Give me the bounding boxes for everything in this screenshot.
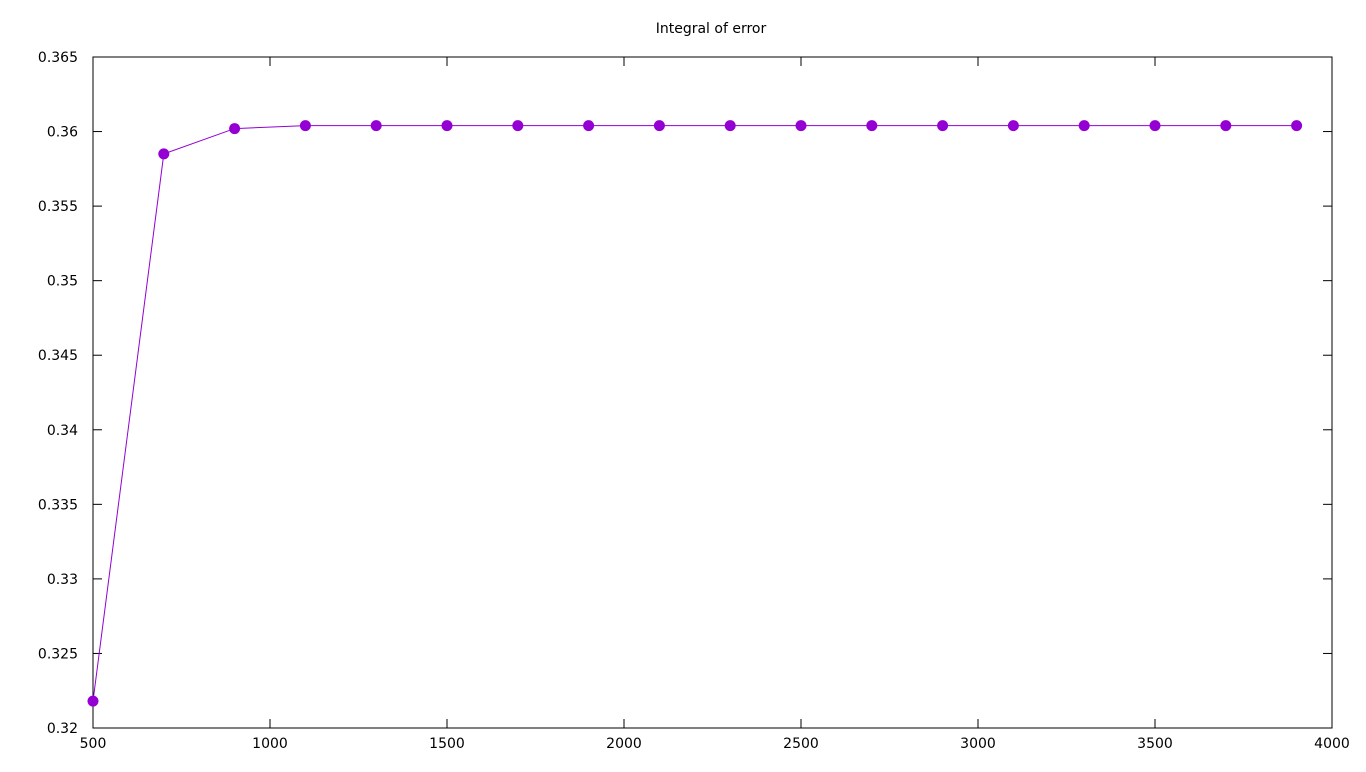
x-tick-label: 1500 [429,736,465,752]
x-tick-label: 3000 [960,736,996,752]
chart-title: Integral of error [656,21,767,37]
data-point [937,120,949,132]
data-point [866,120,878,132]
data-point [1078,120,1090,132]
data-point [87,695,99,707]
y-tick-label: 0.355 [38,199,78,215]
x-tick-label: 2000 [606,736,642,752]
data-point [1007,120,1019,132]
data-point [370,120,382,132]
data-point [1149,120,1161,132]
data-point [441,120,453,132]
x-tick-label: 1000 [252,736,288,752]
x-tick-label: 3500 [1137,736,1173,752]
y-tick-label: 0.325 [38,646,78,662]
data-point [795,120,807,132]
y-tick-label: 0.34 [47,423,78,439]
data-point [653,120,665,132]
x-tick-label: 2500 [783,736,819,752]
data-point [512,120,524,132]
axes-layer: 500 1000 1500 2000 2500 3000 3500 4000 0.32 0.325… [38,50,1350,752]
y-tick-label: 0.32 [47,721,78,737]
y-tick-label: 0.35 [47,274,78,290]
y-tick-label: 0.335 [38,497,78,513]
x-tick-label: 500 [80,736,107,752]
plot-border [92,56,1333,729]
series-layer [92,125,1297,702]
y-tick-label: 0.36 [47,125,78,141]
y-tick-label: 0.345 [38,348,78,364]
data-point [1291,120,1303,132]
data-point [583,120,595,132]
series-line [92,125,1297,702]
marker-layer [87,120,1303,707]
data-point [724,120,736,132]
x-tick-label: 4000 [1314,736,1350,752]
data-point [1220,120,1232,132]
data-point [299,120,311,132]
y-tick-label: 0.33 [47,572,78,588]
data-point [158,148,170,160]
y-tick-label: 0.365 [38,50,78,66]
data-point [229,123,241,135]
